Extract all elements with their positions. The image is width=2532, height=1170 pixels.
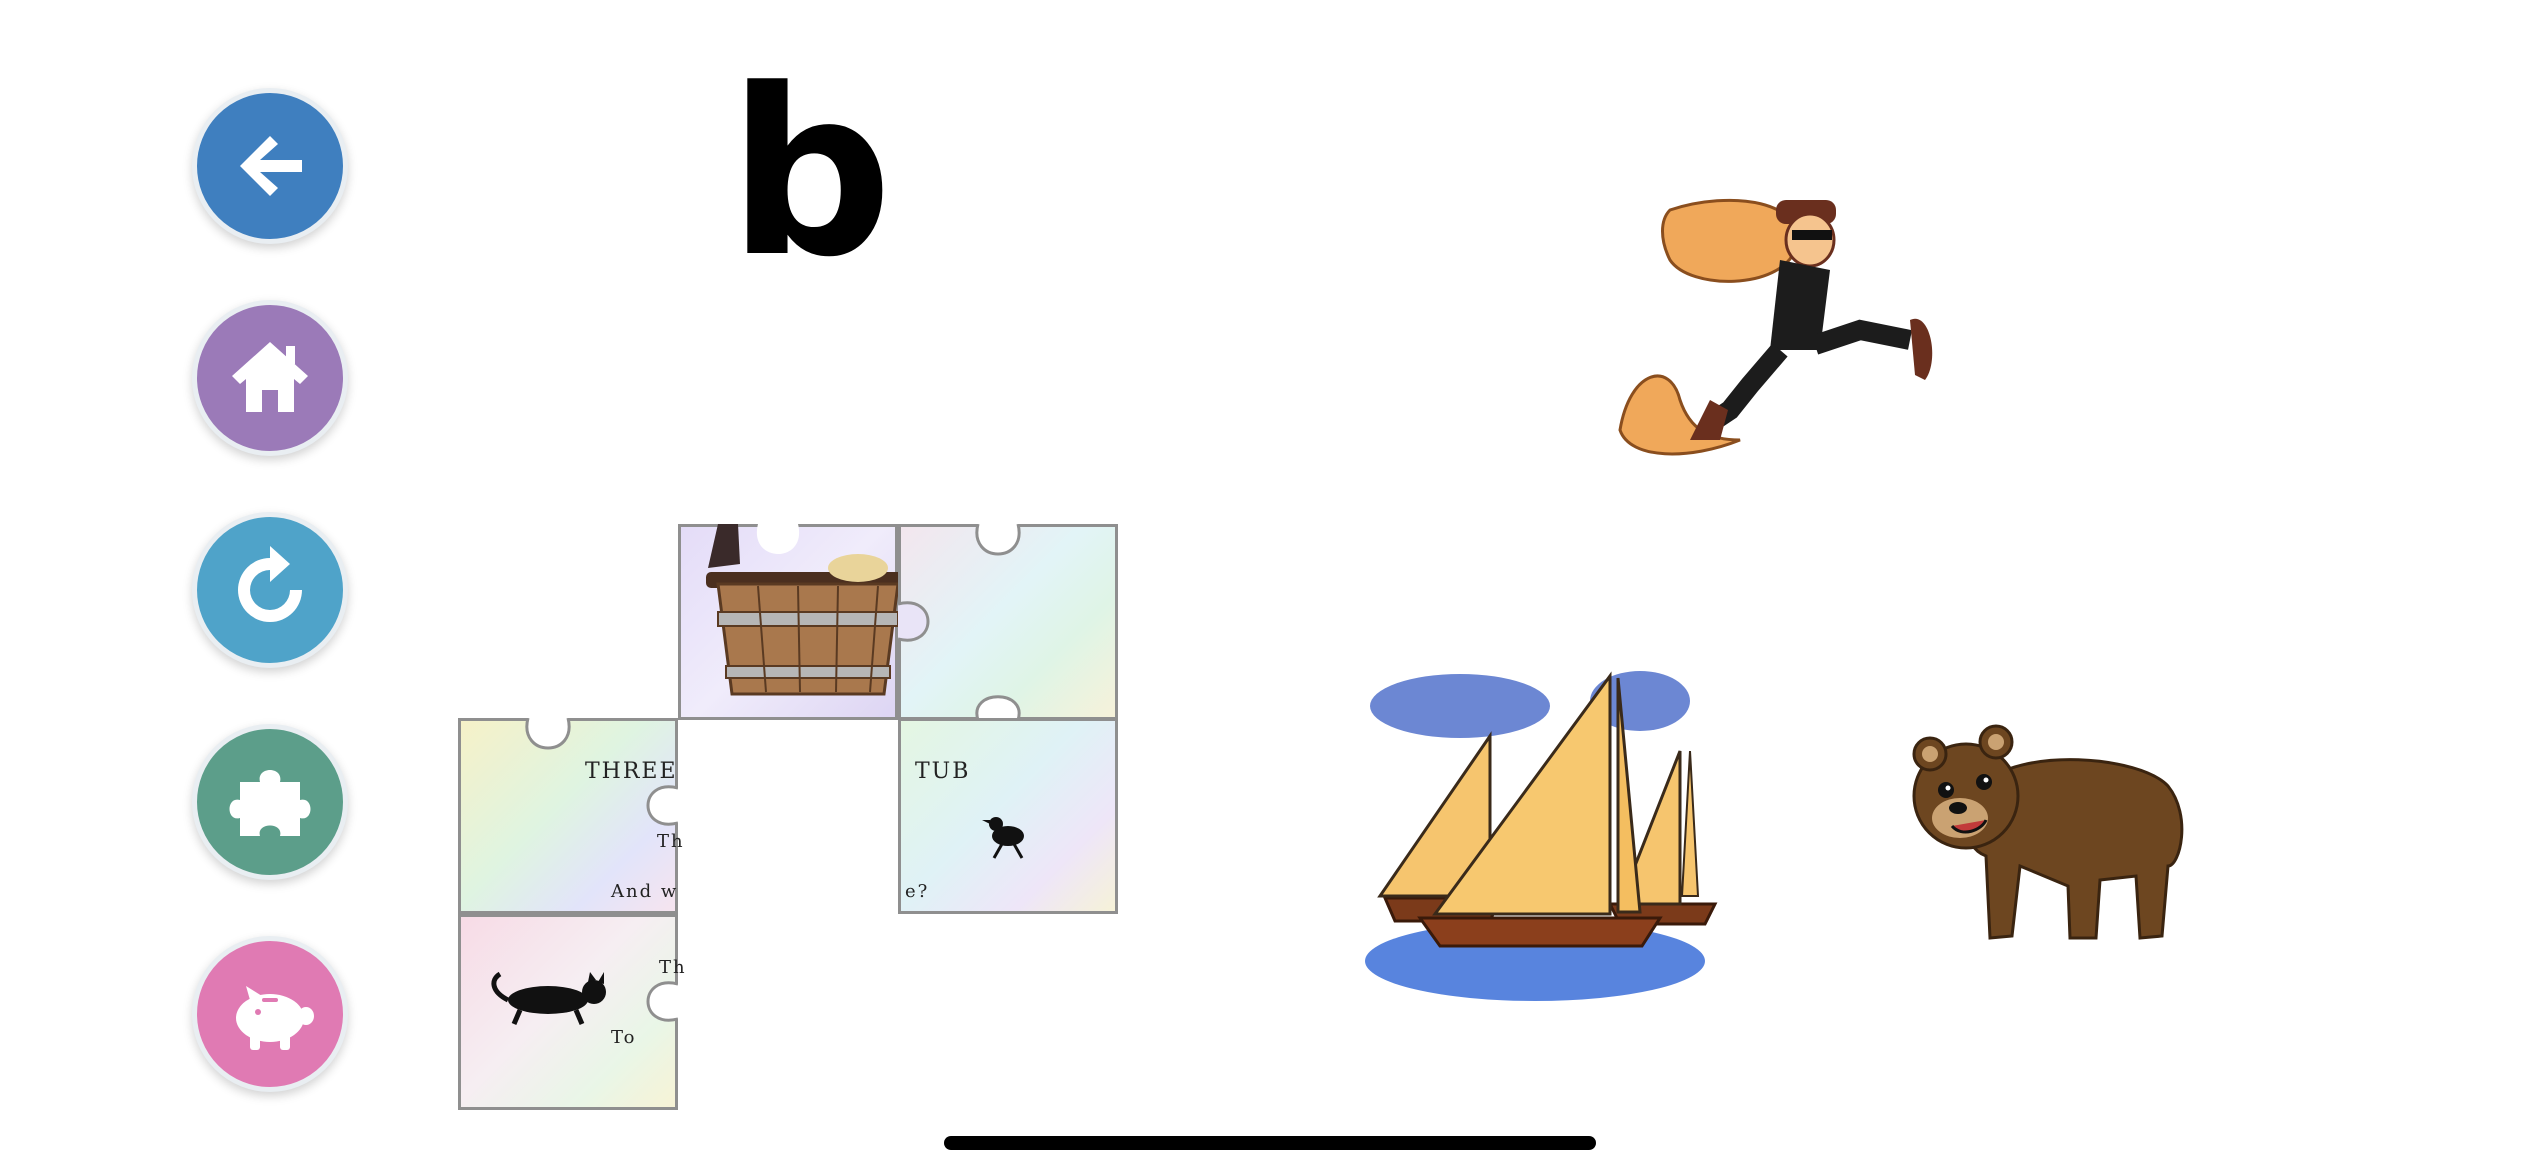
piece-tabs [491, 914, 678, 1025]
piece-line-text: Th [659, 957, 687, 978]
replay-icon [238, 546, 302, 622]
target-letter: b [728, 41, 893, 308]
washtub-image [678, 524, 898, 720]
puzzle-piece-title-right[interactable]: TUB e? [898, 718, 1118, 914]
piece-tabs [898, 718, 1024, 914]
piggy-bank-icon [236, 986, 314, 1050]
piece-tabs [898, 524, 1021, 720]
choice-burglar[interactable] [1610, 170, 1970, 470]
bird-silhouette-icon [982, 817, 1024, 859]
piece-line-text: e? [905, 881, 930, 902]
home-icon [232, 342, 308, 412]
burglar-icon [1618, 198, 1933, 456]
piggy-bank-button[interactable] [192, 936, 348, 1092]
sailboats-icon [1365, 671, 1718, 1001]
piece-line-text: And w [611, 881, 679, 902]
puzzle-piece-cat[interactable]: Th To [458, 914, 685, 1110]
choice-sailboats[interactable] [1360, 656, 1720, 1006]
back-arrow-icon [240, 136, 302, 196]
puzzle-piece-tub[interactable] [678, 524, 898, 720]
piece-title-text: TUB [915, 759, 971, 784]
piece-line-text: Th [657, 831, 685, 852]
puzzle-piece-title-left[interactable]: THREE Th And w [458, 718, 683, 914]
puzzle-piece-top-right[interactable] [898, 524, 1118, 720]
back-button[interactable] [192, 88, 348, 244]
piece-line-text: To [611, 1027, 637, 1048]
home-button[interactable] [192, 300, 348, 456]
puzzle-button[interactable] [192, 724, 348, 880]
piece-title-text: THREE [585, 759, 678, 784]
replay-button[interactable] [192, 512, 348, 668]
home-indicator[interactable] [944, 1136, 1596, 1150]
piece-tabs [525, 718, 678, 826]
cat-silhouette-icon [491, 971, 606, 1025]
puzzle-piece-icon [229, 770, 311, 836]
choice-bear[interactable] [1900, 716, 2190, 956]
bear-icon [1912, 724, 2184, 940]
